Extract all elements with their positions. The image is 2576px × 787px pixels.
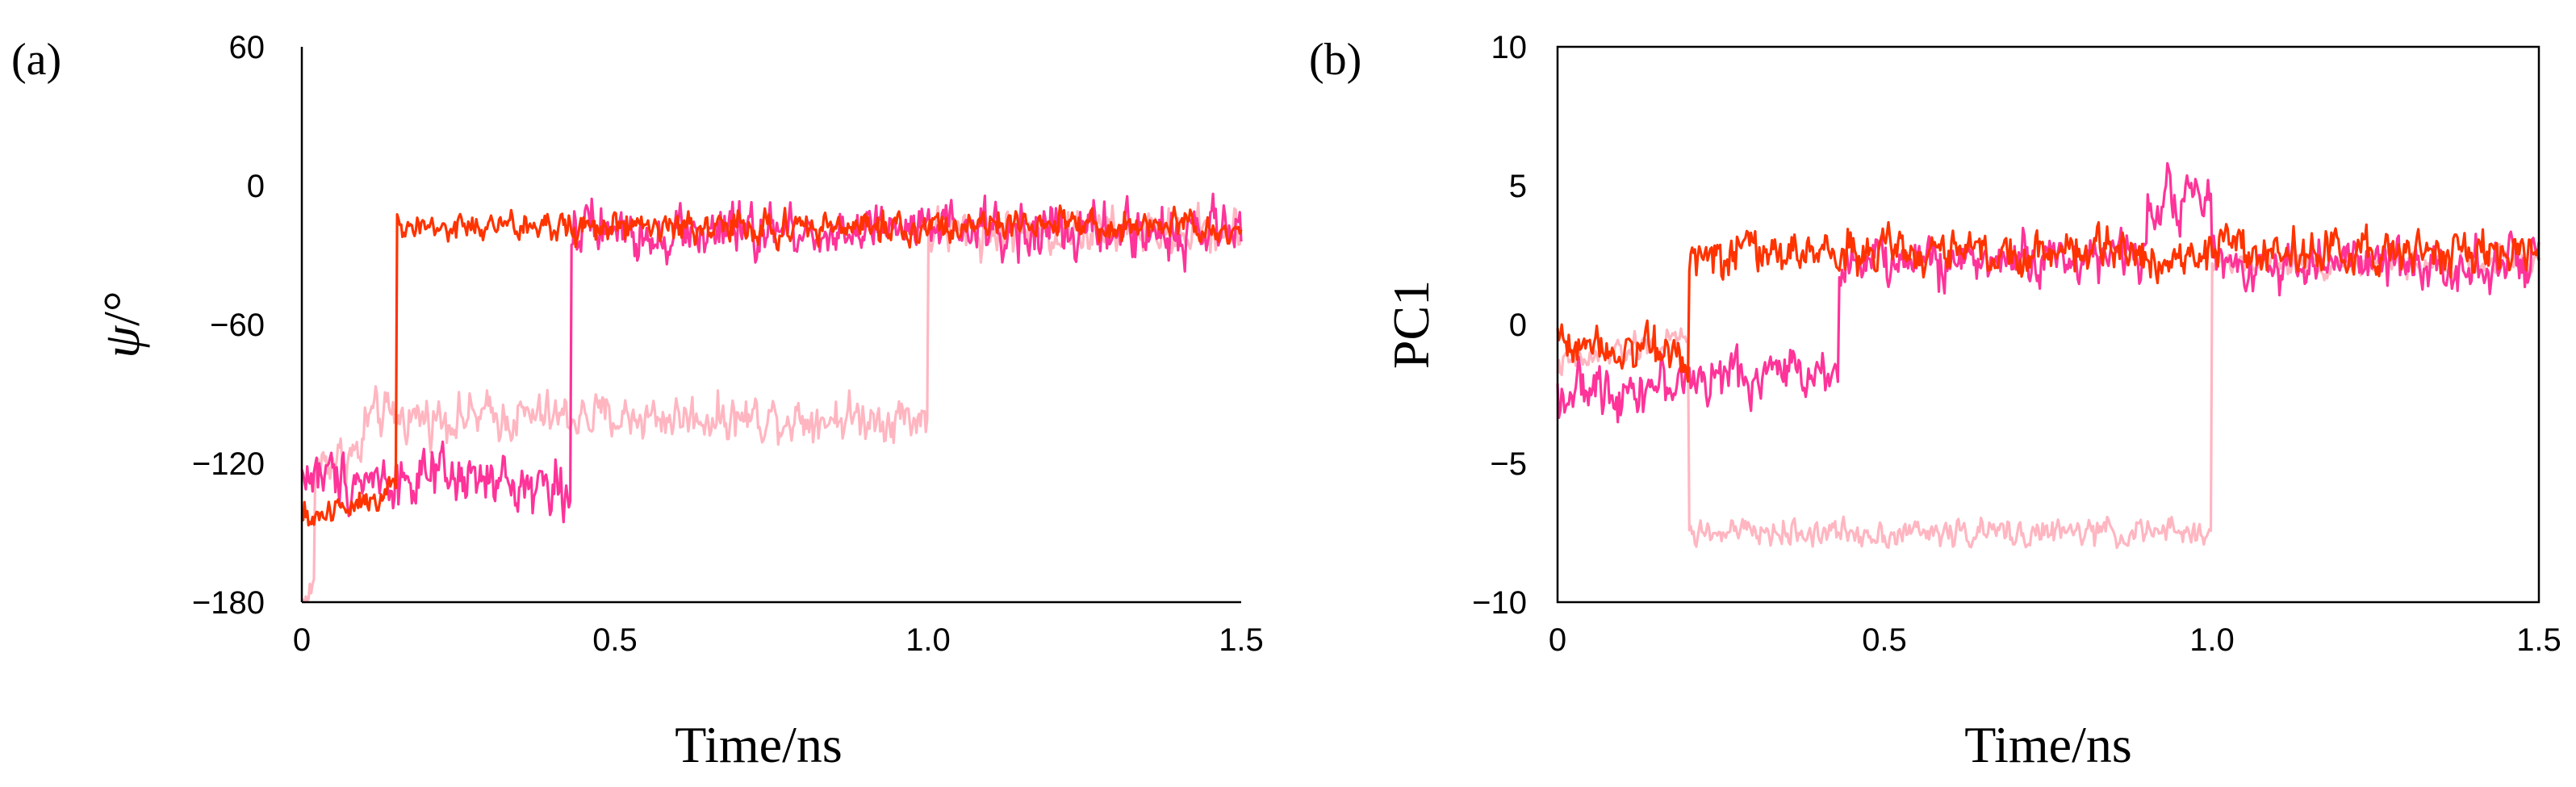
series-line-b-3 (1556, 220, 2540, 383)
panel-a-xtick: 0.5 (592, 622, 638, 658)
panel-a-y-axis-title: ψ/° (93, 291, 150, 358)
panel-a-ytick: −60 (210, 308, 265, 343)
series-line-a-3 (300, 204, 1243, 527)
panel-b-xtick: 1.5 (2516, 622, 2561, 658)
panel-a-xtick: 1.5 (1219, 622, 1264, 658)
panel-b-x-axis-title: Time/ns (1964, 716, 2132, 773)
panel-a-label: (a) (11, 35, 61, 85)
panel-b-y-axis-title: PC1 (1382, 280, 1440, 369)
panel-a-ytick: −180 (192, 585, 265, 621)
panel-b-label: (b) (1309, 35, 1361, 85)
panel-a-y-axis-symbol: ψ (93, 325, 150, 358)
panel-a-ytick: 60 (229, 30, 266, 65)
panel-a-xtick: 1.0 (905, 622, 951, 658)
panel-b-plot-lines (1556, 161, 2540, 550)
series-line-a-1 (300, 201, 1243, 604)
series-line-b-1 (1556, 243, 2540, 550)
panel-a: (a) 60 0 −60 −120 −180 0 0.5 1.0 1.5 Tim… (11, 30, 1264, 773)
panel-b-xtick: 0.5 (1862, 622, 1907, 658)
panel-b-ytick: −10 (1472, 585, 1527, 621)
panel-b-ytick: −5 (1490, 446, 1527, 482)
panel-a-plot-lines (300, 192, 1243, 604)
panel-b-ytick: 5 (1509, 169, 1527, 204)
panel-b-xtick: 1.0 (2189, 622, 2235, 658)
panel-b-plot-frame (1556, 45, 2540, 604)
panel-b-ytick: 0 (1509, 308, 1527, 343)
panel-a-xtick: 0 (293, 622, 311, 658)
panel-b: (b) 10 5 0 −5 −10 0 0.5 1.0 1.5 Time/ns … (1309, 30, 2561, 773)
series-line-b-2 (1556, 161, 2540, 424)
series-line-a-2 (300, 192, 1243, 524)
panel-a-x-axis-title: Time/ns (675, 716, 843, 773)
panel-a-y-axis-unit: /° (93, 291, 150, 325)
panel-a-ytick: −120 (192, 446, 265, 482)
panel-b-ytick: 10 (1491, 30, 1528, 65)
panel-a-ytick: 0 (247, 169, 265, 204)
panel-b-xtick: 0 (1549, 622, 1566, 658)
